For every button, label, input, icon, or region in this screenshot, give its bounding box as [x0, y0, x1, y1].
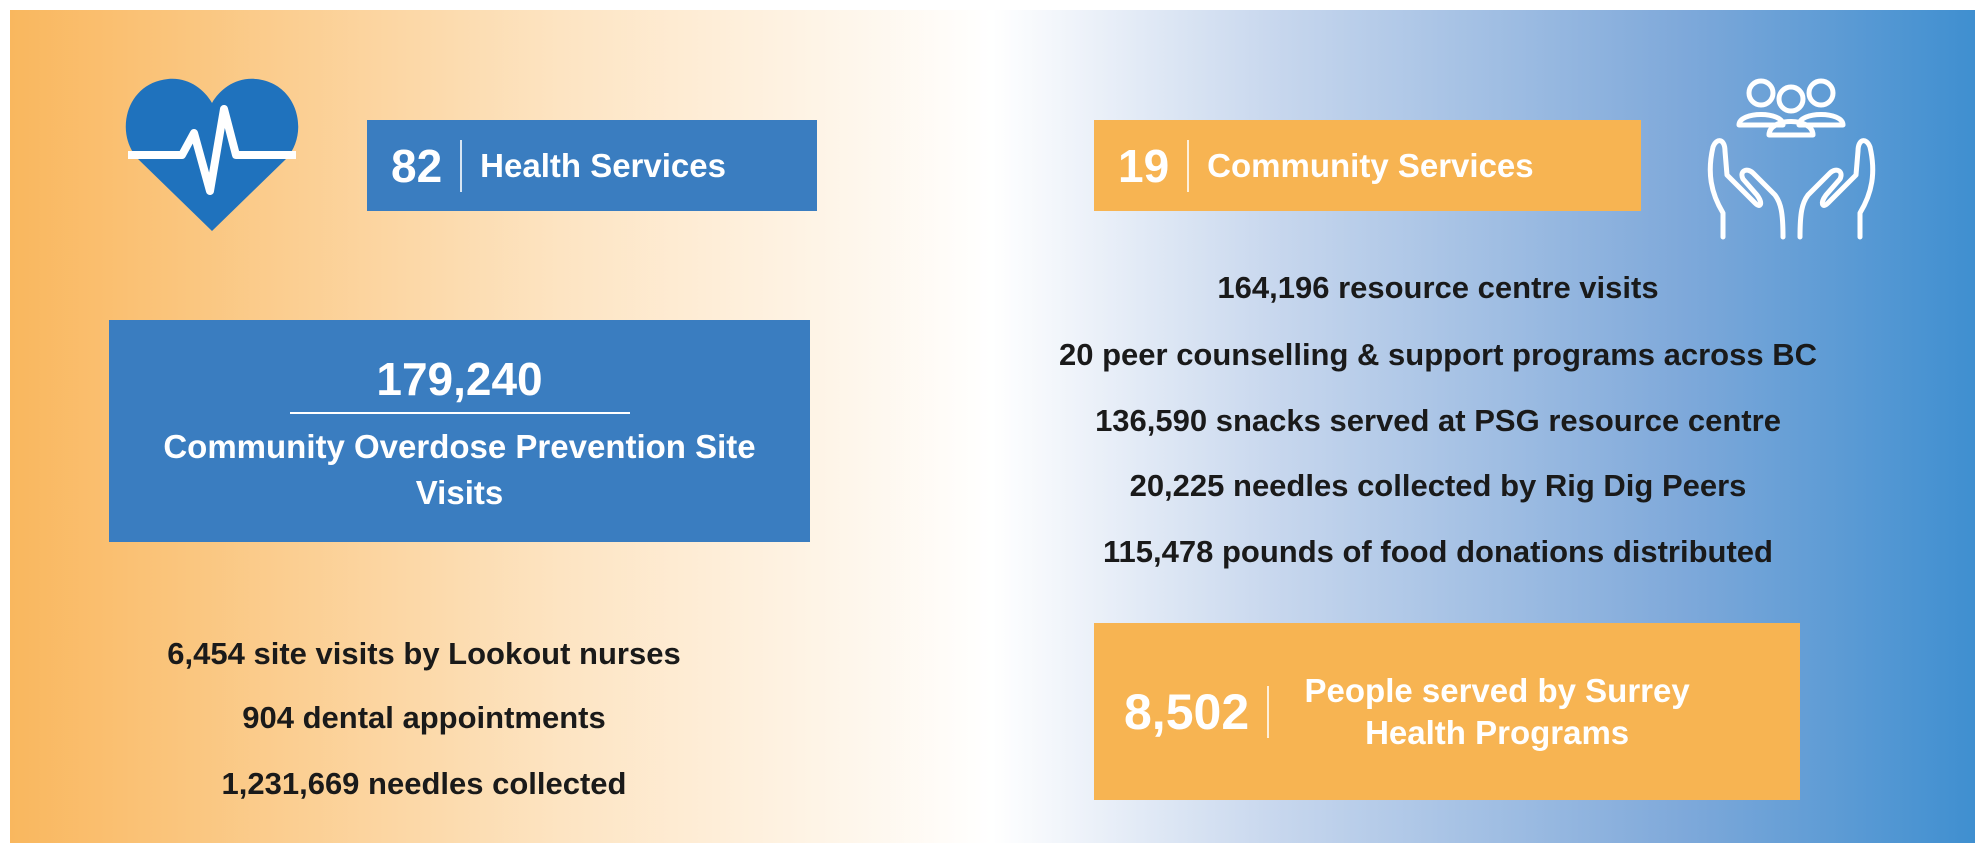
highlight-number: 8,502 [1094, 685, 1270, 738]
list-item: 6,454 site visits by Lookout nurses [167, 636, 681, 671]
community-highlight: 8,502 People served by Surrey Health Pro… [1094, 623, 1800, 800]
highlight-label: People served by Surrey Health Programs [1304, 671, 1690, 751]
highlight-number: 179,240 [289, 352, 630, 414]
heart-icon [125, 78, 299, 231]
health-highlight: 179,240 Community Overdose Prevention Si… [109, 320, 810, 542]
health-label: Health Services [480, 146, 726, 184]
community-badge: 19 Community Services [1094, 120, 1641, 211]
community-label: Community Services [1207, 146, 1534, 184]
people-icon [1707, 78, 1876, 240]
list-item: 904 dental appointments [242, 700, 606, 735]
list-item: 115,478 pounds of food donations distrib… [1103, 534, 1773, 569]
list-item: 1,231,669 needles collected [221, 766, 627, 801]
community-count: 19 [1094, 139, 1190, 192]
list-item: 20,225 needles collected by Rig Dig Peer… [1129, 468, 1747, 503]
list-item: 136,590 snacks served at PSG resource ce… [1095, 403, 1781, 438]
health-count: 82 [367, 139, 463, 192]
health-badge: 82 Health Services [367, 120, 817, 211]
list-item: 20 peer counselling & support programs a… [1059, 337, 1817, 372]
list-item: 164,196 resource centre visits [1217, 270, 1659, 305]
highlight-label: Community Overdose Prevention Site Visit… [163, 428, 756, 511]
